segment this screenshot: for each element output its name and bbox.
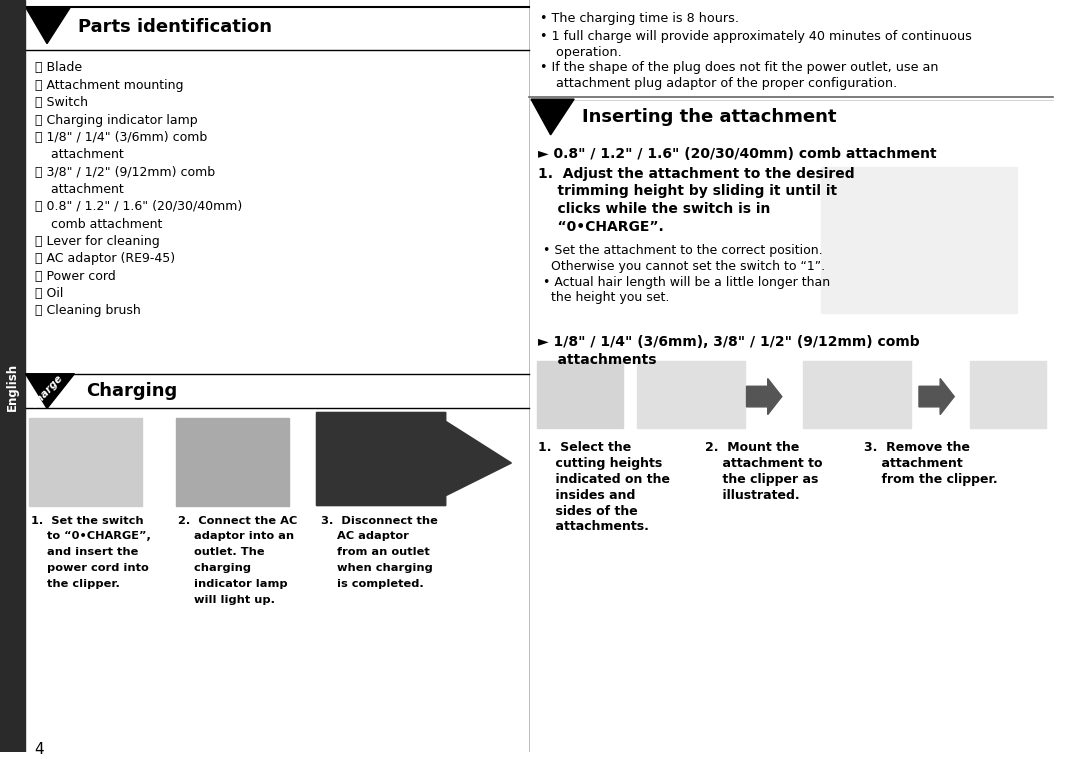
Text: from an outlet: from an outlet xyxy=(322,547,430,557)
Text: 3.  Disconnect the: 3. Disconnect the xyxy=(322,515,438,525)
Text: Ⓚ Oil: Ⓚ Oil xyxy=(36,287,64,300)
Text: “0•CHARGE”.: “0•CHARGE”. xyxy=(538,220,663,234)
Bar xyxy=(537,361,623,428)
Text: power cord into: power cord into xyxy=(31,563,149,573)
Text: Ⓘ AC adaptor (RE9-45): Ⓘ AC adaptor (RE9-45) xyxy=(36,252,175,266)
Text: attachment: attachment xyxy=(36,148,124,161)
Text: comb attachment: comb attachment xyxy=(36,218,163,231)
Text: attachment: attachment xyxy=(36,183,124,196)
Polygon shape xyxy=(531,99,575,135)
Text: the height you set.: the height you set. xyxy=(543,291,670,304)
Text: Parts identification: Parts identification xyxy=(79,17,272,36)
Text: ► 0.8" / 1.2" / 1.6" (20/30/40mm) comb attachment: ► 0.8" / 1.2" / 1.6" (20/30/40mm) comb a… xyxy=(538,146,936,161)
Text: 1.  Select the: 1. Select the xyxy=(538,441,631,454)
Text: Charging: Charging xyxy=(86,382,177,400)
Text: charging: charging xyxy=(178,563,252,573)
Text: to “0•CHARGE”,: to “0•CHARGE”, xyxy=(31,531,151,541)
Text: cutting heights: cutting heights xyxy=(538,457,662,470)
Text: ► 1/8" / 1/4" (3/6mm), 3/8" / 1/2" (9/12mm) comb: ► 1/8" / 1/4" (3/6mm), 3/8" / 1/2" (9/12… xyxy=(538,335,919,349)
Text: and insert the: and insert the xyxy=(31,547,138,557)
Text: from the clipper.: from the clipper. xyxy=(864,473,998,486)
Text: Inserting the attachment: Inserting the attachment xyxy=(582,108,836,126)
Text: sides of the: sides of the xyxy=(538,505,637,518)
Text: Otherwise you cannot set the switch to “1”.: Otherwise you cannot set the switch to “… xyxy=(543,260,825,272)
Text: • Set the attachment to the correct position.: • Set the attachment to the correct posi… xyxy=(543,244,822,257)
Text: Ⓛ Cleaning brush: Ⓛ Cleaning brush xyxy=(36,304,141,317)
Text: the clipper as: the clipper as xyxy=(705,473,819,486)
Text: illustrated.: illustrated. xyxy=(705,489,800,502)
Text: Ⓙ Power cord: Ⓙ Power cord xyxy=(36,269,116,282)
Bar xyxy=(970,361,1047,428)
Text: Ⓖ 0.8" / 1.2" / 1.6" (20/30/40mm): Ⓖ 0.8" / 1.2" / 1.6" (20/30/40mm) xyxy=(36,200,243,213)
Text: insides and: insides and xyxy=(538,489,635,502)
Text: when charging: when charging xyxy=(322,563,433,573)
Text: English: English xyxy=(6,363,19,411)
Bar xyxy=(29,418,143,505)
Bar xyxy=(804,361,912,428)
Polygon shape xyxy=(26,7,70,43)
Text: the clipper.: the clipper. xyxy=(31,579,120,589)
Bar xyxy=(637,361,744,428)
Text: is completed.: is completed. xyxy=(322,579,424,589)
Polygon shape xyxy=(746,379,782,414)
Polygon shape xyxy=(26,373,75,408)
Text: Ⓓ Charging indicator lamp: Ⓓ Charging indicator lamp xyxy=(36,114,198,127)
Text: indicated on the: indicated on the xyxy=(538,473,670,486)
Text: Ⓗ Lever for cleaning: Ⓗ Lever for cleaning xyxy=(36,235,160,248)
Text: attachments.: attachments. xyxy=(538,521,649,534)
Text: 3.  Remove the: 3. Remove the xyxy=(864,441,970,454)
Text: attachments: attachments xyxy=(538,353,657,367)
Text: Ⓑ Attachment mounting: Ⓑ Attachment mounting xyxy=(36,79,184,92)
Text: 2.  Mount the: 2. Mount the xyxy=(705,441,800,454)
Text: Ⓔ 1/8" / 1/4" (3/6mm) comb: Ⓔ 1/8" / 1/4" (3/6mm) comb xyxy=(36,131,207,144)
Text: • Actual hair length will be a little longer than: • Actual hair length will be a little lo… xyxy=(543,276,829,288)
Text: adaptor into an: adaptor into an xyxy=(178,531,295,541)
Polygon shape xyxy=(316,412,512,505)
Text: outlet. The: outlet. The xyxy=(178,547,265,557)
Bar xyxy=(821,166,1017,313)
Text: attachment: attachment xyxy=(864,457,963,470)
Text: • If the shape of the plug does not fit the power outlet, use an: • If the shape of the plug does not fit … xyxy=(540,61,939,74)
Text: will light up.: will light up. xyxy=(178,595,275,605)
Text: indicator lamp: indicator lamp xyxy=(178,579,288,589)
Bar xyxy=(176,418,289,505)
Text: attachment to: attachment to xyxy=(705,457,823,470)
Text: clicks while the switch is in: clicks while the switch is in xyxy=(538,202,770,216)
Text: 4: 4 xyxy=(35,742,44,757)
Text: • The charging time is 8 hours.: • The charging time is 8 hours. xyxy=(540,12,739,25)
Text: 2.  Connect the AC: 2. Connect the AC xyxy=(178,515,298,525)
Text: Charge: Charge xyxy=(29,373,65,410)
Text: • 1 full charge will provide approximately 40 minutes of continuous: • 1 full charge will provide approximate… xyxy=(540,30,972,43)
Text: operation.: operation. xyxy=(548,46,621,58)
Text: AC adaptor: AC adaptor xyxy=(322,531,409,541)
Text: attachment plug adaptor of the proper configuration.: attachment plug adaptor of the proper co… xyxy=(548,77,896,90)
Text: trimming height by sliding it until it: trimming height by sliding it until it xyxy=(538,184,837,198)
Text: Ⓒ Switch: Ⓒ Switch xyxy=(36,96,89,109)
Text: Ⓐ Blade: Ⓐ Blade xyxy=(36,61,82,74)
Polygon shape xyxy=(919,379,955,414)
Text: Ⓕ 3/8" / 1/2" (9/12mm) comb: Ⓕ 3/8" / 1/2" (9/12mm) comb xyxy=(36,165,215,178)
Text: 1.  Set the switch: 1. Set the switch xyxy=(31,515,144,525)
Bar xyxy=(0,0,26,752)
Text: 1.  Adjust the attachment to the desired: 1. Adjust the attachment to the desired xyxy=(538,166,854,181)
